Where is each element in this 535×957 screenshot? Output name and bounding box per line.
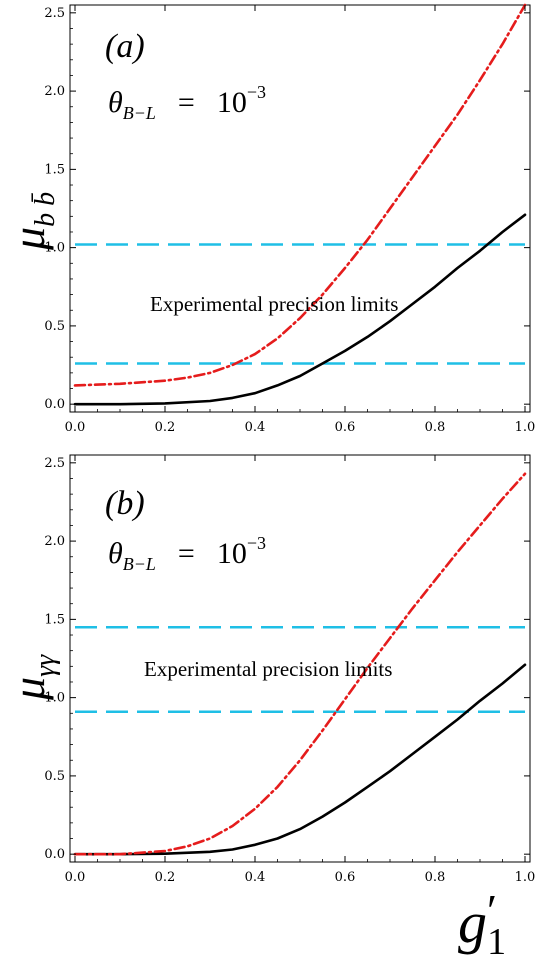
theta-value-exp: −3 xyxy=(247,82,266,102)
plot-frame-a xyxy=(69,4,531,413)
y-axis-label-a: μb b̄ xyxy=(3,192,61,251)
y-ticks-a: 0.0 0.5 1.0 1.5 2.0 2.5 xyxy=(44,6,530,412)
x-tick-label: 0.0 xyxy=(65,870,86,885)
y-tick-label: 1.5 xyxy=(44,612,65,627)
x-tick-label: 0.6 xyxy=(335,870,356,885)
y-tick-label: 0.0 xyxy=(44,847,65,862)
annotation-b: Experimental precision limits xyxy=(144,657,392,681)
x-tick-label: 1.0 xyxy=(515,420,535,435)
xlabel-sub: 1 xyxy=(487,921,506,957)
y-tick-label: 2.5 xyxy=(44,6,65,21)
y-tick-label: 2.5 xyxy=(44,456,65,471)
theta-label-a: θB−L = 10−3 xyxy=(108,82,266,123)
dashdot-curve xyxy=(73,472,527,856)
x-tick-label: 0.0 xyxy=(65,420,86,435)
panel-label-a: (a) xyxy=(105,28,145,65)
y-tick-label: 1.0 xyxy=(44,241,65,256)
x-ticks-a: 0.0 0.2 0.4 0.6 0.8 1.0 xyxy=(65,5,535,435)
y-tick-label: 0.0 xyxy=(44,397,65,412)
theta-sub: B−L xyxy=(123,103,156,123)
y-tick-label: 2.0 xyxy=(44,534,65,549)
x-axis-label: g′ 1 xyxy=(458,885,506,957)
panel-label-b: (b) xyxy=(105,485,145,522)
dashdot-curve xyxy=(73,3,527,387)
x-tick-label: 0.2 xyxy=(155,420,176,435)
theta-eq: = xyxy=(178,537,195,570)
theta-value-exp: −3 xyxy=(247,533,266,553)
x-tick-label: 0.2 xyxy=(155,870,176,885)
theta-label-b: θB−L = 10−3 xyxy=(108,533,266,574)
panel-a: 0.0 0.2 0.4 0.6 0.8 1.0 0.0 0.5 1.0 1.5 2.0 2.5 (a… xyxy=(3,3,535,435)
theta-value-base: 10 xyxy=(217,537,247,570)
hlines-b xyxy=(75,625,525,713)
y-ticks-b: 0.0 0.5 1.0 1.5 2.0 2.5 xyxy=(44,456,530,862)
ylabel-main-b: μ xyxy=(3,677,54,701)
panel-b: 0.0 0.2 0.4 0.6 0.8 1.0 0.0 0.5 1.0 1.5 2.0 2.5 (b… xyxy=(3,454,535,957)
theta-symbol: θ xyxy=(108,537,123,570)
x-tick-label: 1.0 xyxy=(515,870,535,885)
x-tick-label: 0.8 xyxy=(425,870,446,885)
ylabel-sub-b: γγ xyxy=(30,654,61,677)
y-tick-label: 1.5 xyxy=(44,162,65,177)
annotation-a: Experimental precision limits xyxy=(150,292,398,316)
y-tick-label: 0.5 xyxy=(44,319,65,334)
y-tick-label: 2.0 xyxy=(44,84,65,99)
y-tick-label: 0.5 xyxy=(44,769,65,784)
theta-sub: B−L xyxy=(123,554,156,574)
theta-symbol: θ xyxy=(108,86,123,119)
series-b xyxy=(73,472,527,856)
solid-curve xyxy=(73,663,527,856)
x-tick-label: 0.6 xyxy=(335,420,356,435)
ylabel-sub-a: b b̄ xyxy=(30,192,61,227)
xlabel-main: g xyxy=(458,890,487,955)
solid-curve xyxy=(73,213,527,406)
theta-value-base: 10 xyxy=(217,86,247,119)
x-tick-label: 0.8 xyxy=(425,420,446,435)
x-tick-label: 0.4 xyxy=(245,420,266,435)
theta-eq: = xyxy=(178,86,195,119)
hlines-a xyxy=(75,243,525,365)
y-axis-label-b: μγγ xyxy=(3,654,61,701)
x-ticks-b: 0.0 0.2 0.4 0.6 0.8 1.0 xyxy=(65,455,535,885)
series-a xyxy=(73,3,527,406)
x-tick-label: 0.4 xyxy=(245,870,266,885)
ylabel-main-a: μ xyxy=(3,227,54,251)
y-tick-label: 1.0 xyxy=(44,691,65,706)
xlabel-prime: ′ xyxy=(487,885,497,936)
